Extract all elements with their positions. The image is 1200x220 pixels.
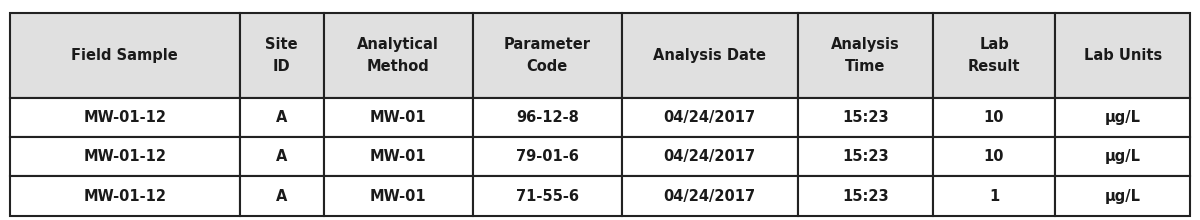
Bar	[798, 98, 934, 137]
Bar	[934, 176, 1055, 216]
Bar	[240, 137, 324, 176]
Bar	[10, 13, 240, 98]
Bar	[622, 98, 798, 137]
Bar	[1055, 137, 1190, 176]
Text: MW-01: MW-01	[370, 110, 426, 125]
Text: MW-01-12: MW-01-12	[83, 189, 167, 204]
Bar	[1055, 176, 1190, 216]
Bar	[798, 176, 934, 216]
Bar	[798, 13, 934, 98]
Bar	[622, 13, 798, 98]
Text: 79-01-6: 79-01-6	[516, 149, 578, 164]
Text: 10: 10	[984, 110, 1004, 125]
Text: MW-01: MW-01	[370, 149, 426, 164]
Text: MW-01: MW-01	[370, 189, 426, 204]
Text: MW-01-12: MW-01-12	[83, 149, 167, 164]
Text: Lab Units: Lab Units	[1084, 48, 1162, 63]
Bar	[473, 176, 622, 216]
Bar	[934, 98, 1055, 137]
Bar	[240, 98, 324, 137]
Bar	[324, 13, 473, 98]
Text: Site
ID: Site ID	[265, 37, 298, 74]
Text: A: A	[276, 149, 288, 164]
Text: 04/24/2017: 04/24/2017	[664, 110, 756, 125]
Text: A: A	[276, 189, 288, 204]
Text: Analysis Date: Analysis Date	[653, 48, 766, 63]
Text: 1: 1	[989, 189, 1000, 204]
Text: 15:23: 15:23	[842, 149, 889, 164]
Bar	[622, 137, 798, 176]
Bar	[473, 13, 622, 98]
Bar	[10, 137, 240, 176]
Bar	[324, 98, 473, 137]
Bar	[240, 176, 324, 216]
Text: 71-55-6: 71-55-6	[516, 189, 578, 204]
Text: μg/L: μg/L	[1105, 110, 1141, 125]
Bar	[324, 176, 473, 216]
Text: Lab
Result: Lab Result	[968, 37, 1020, 74]
Text: 04/24/2017: 04/24/2017	[664, 149, 756, 164]
Bar	[622, 176, 798, 216]
Text: 15:23: 15:23	[842, 110, 889, 125]
Bar	[934, 137, 1055, 176]
Text: Parameter
Code: Parameter Code	[504, 37, 590, 74]
Bar	[10, 176, 240, 216]
Bar	[473, 98, 622, 137]
Bar	[934, 13, 1055, 98]
Text: Analytical
Method: Analytical Method	[358, 37, 439, 74]
Text: μg/L: μg/L	[1105, 189, 1141, 204]
Text: 96-12-8: 96-12-8	[516, 110, 578, 125]
Text: 04/24/2017: 04/24/2017	[664, 189, 756, 204]
Text: 15:23: 15:23	[842, 189, 889, 204]
Bar	[1055, 13, 1190, 98]
Bar	[473, 137, 622, 176]
Text: A: A	[276, 110, 288, 125]
Text: MW-01-12: MW-01-12	[83, 110, 167, 125]
Bar	[1055, 98, 1190, 137]
Text: 10: 10	[984, 149, 1004, 164]
Text: Analysis
Time: Analysis Time	[832, 37, 900, 74]
Bar	[240, 13, 324, 98]
Bar	[324, 137, 473, 176]
Text: μg/L: μg/L	[1105, 149, 1141, 164]
Text: Field Sample: Field Sample	[71, 48, 178, 63]
Bar	[798, 137, 934, 176]
Bar	[10, 98, 240, 137]
